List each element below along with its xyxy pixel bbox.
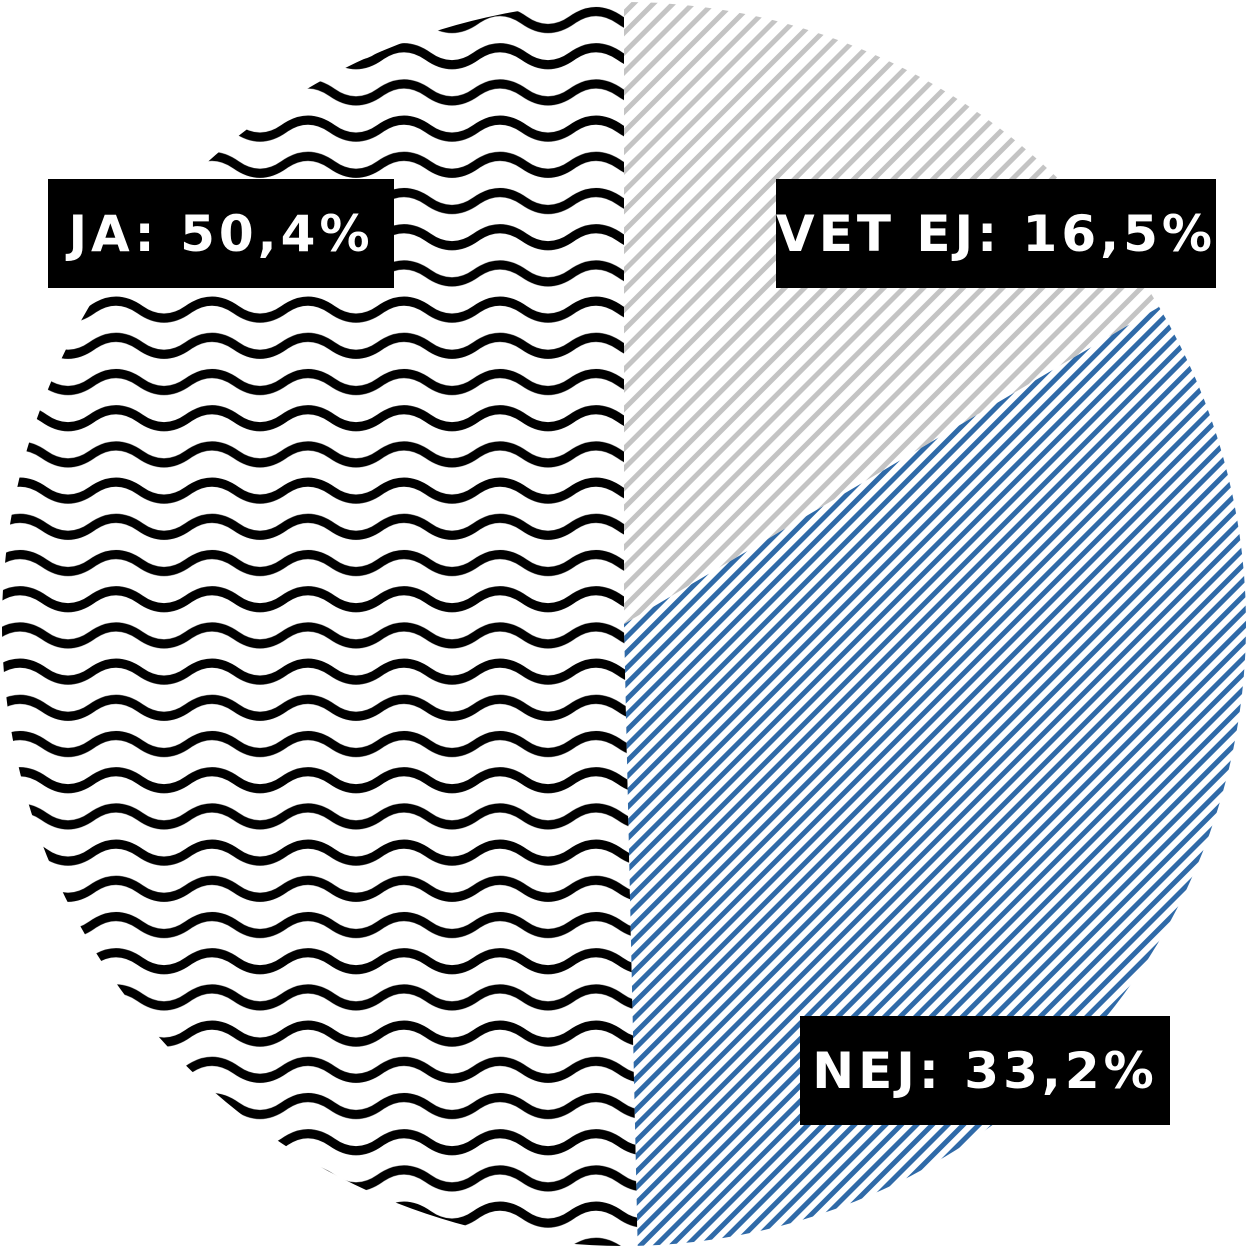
slice-label-nej-text: NEJ: 33,2%: [812, 1042, 1157, 1100]
slice-label-vet-ej-background: [776, 179, 1216, 288]
pie-slice-vet-ej: [624, 2, 1160, 624]
pie-slice-nej: [624, 306, 1246, 1246]
slice-label-nej-background: [800, 1016, 1170, 1125]
slice-label-vet-ej-text: VET EJ: 16,5%: [776, 205, 1216, 263]
slice-label-ja-text: JA: 50,4%: [65, 205, 373, 263]
pie-labels: JA: 50,4% VET EJ: 16,5% NEJ: 33,2%: [48, 179, 1216, 1125]
pie-slice-ja: [1, 2, 638, 1246]
slice-label-ja: JA: 50,4%: [48, 179, 394, 288]
slice-label-vet-ej: VET EJ: 16,5%: [776, 179, 1216, 288]
slice-label-ja-background: [48, 179, 394, 288]
slice-label-nej: NEJ: 33,2%: [800, 1016, 1170, 1125]
